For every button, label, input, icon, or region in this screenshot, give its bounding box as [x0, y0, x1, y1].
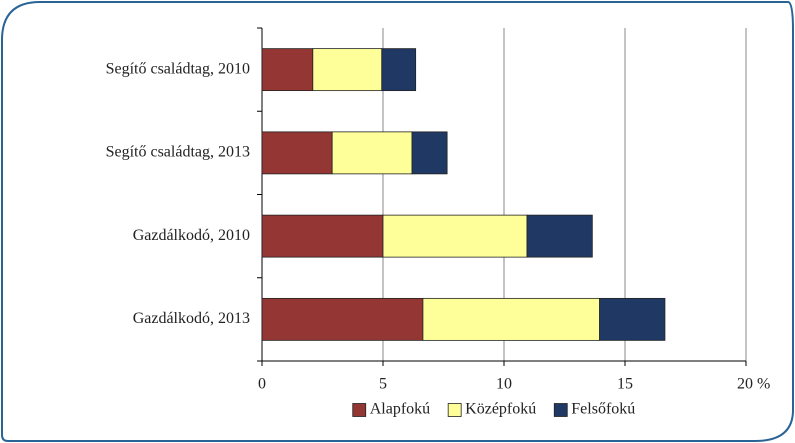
x-tick-label: 10: [496, 376, 512, 393]
legend-label: Alapfokú: [370, 401, 430, 418]
y-tick-label: Segítő családtag, 2010: [106, 60, 250, 77]
bar-segment: [411, 131, 448, 175]
x-tick-label: 0: [258, 376, 266, 393]
legend-swatch: [447, 403, 462, 417]
x-tick-label: 5: [379, 376, 387, 393]
legend-swatch: [352, 403, 367, 417]
bar-segment: [261, 297, 424, 341]
bar-segment: [261, 214, 384, 258]
legend-swatch: [553, 403, 568, 417]
y-tick-label: Gazdálkodó, 2010: [133, 227, 250, 244]
y-tick-label: Gazdálkodó, 2013: [133, 310, 250, 327]
bar-segment: [422, 297, 600, 341]
bar-segment: [526, 214, 593, 258]
bar-segment: [312, 48, 383, 92]
bar-segment: [599, 297, 666, 341]
y-tick-label: Segítő családtag, 2013: [106, 144, 250, 161]
bar-segment: [331, 131, 413, 175]
bar-segment: [261, 48, 314, 92]
x-tick-label: 20 %: [737, 376, 770, 393]
legend-label: Felsőfokú: [571, 401, 635, 418]
bar-segment: [261, 131, 333, 175]
bar-segment: [381, 48, 417, 92]
x-tick-label: 15: [617, 376, 633, 393]
bar-segment: [382, 214, 528, 258]
legend-label: Középfokú: [465, 401, 536, 418]
